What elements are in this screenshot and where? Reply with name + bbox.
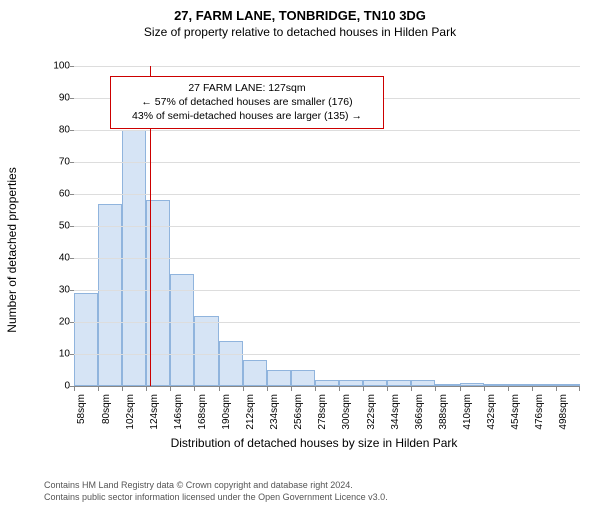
histogram-bar bbox=[387, 380, 411, 386]
x-tick-label: 278sqm bbox=[317, 394, 328, 430]
x-tick-label: 454sqm bbox=[510, 394, 521, 430]
annotation-line: 27 FARM LANE: 127sqm bbox=[117, 81, 377, 95]
histogram-bar bbox=[339, 380, 363, 386]
y-tick-mark bbox=[70, 162, 74, 163]
x-tick-label: 498sqm bbox=[558, 394, 569, 430]
x-tick-mark bbox=[291, 386, 292, 391]
y-tick-mark bbox=[70, 322, 74, 323]
y-tick-label: 90 bbox=[48, 93, 70, 104]
histogram-bar bbox=[532, 384, 556, 386]
x-tick-label: 80sqm bbox=[101, 394, 112, 424]
page-subtitle: Size of property relative to detached ho… bbox=[0, 25, 600, 39]
histogram-bar bbox=[435, 384, 459, 386]
histogram-bar bbox=[243, 360, 267, 386]
x-tick-label: 234sqm bbox=[269, 394, 280, 430]
x-tick-mark bbox=[460, 386, 461, 391]
x-tick-mark bbox=[219, 386, 220, 391]
y-tick-label: 80 bbox=[48, 125, 70, 136]
chart-container: Number of detached properties 0102030405… bbox=[44, 58, 584, 428]
x-tick-mark bbox=[98, 386, 99, 391]
x-tick-label: 212sqm bbox=[245, 394, 256, 430]
x-tick-label: 190sqm bbox=[221, 394, 232, 430]
footer-copyright-2: Contains public sector information licen… bbox=[44, 492, 388, 502]
histogram-bar bbox=[74, 293, 98, 386]
x-tick-label: 58sqm bbox=[76, 394, 87, 424]
x-tick-mark bbox=[267, 386, 268, 391]
x-tick-mark bbox=[363, 386, 364, 391]
x-tick-mark bbox=[579, 386, 580, 391]
page-title: 27, FARM LANE, TONBRIDGE, TN10 3DG bbox=[0, 8, 600, 23]
x-tick-label: 102sqm bbox=[125, 394, 136, 430]
x-tick-mark bbox=[170, 386, 171, 391]
x-tick-mark bbox=[387, 386, 388, 391]
histogram-bar bbox=[267, 370, 291, 386]
x-tick-mark bbox=[243, 386, 244, 391]
y-tick-label: 70 bbox=[48, 157, 70, 168]
x-tick-mark bbox=[315, 386, 316, 391]
histogram-bar bbox=[194, 316, 218, 386]
x-tick-label: 366sqm bbox=[414, 394, 425, 430]
x-tick-label: 344sqm bbox=[390, 394, 401, 430]
x-tick-label: 124sqm bbox=[149, 394, 160, 430]
histogram-bar bbox=[219, 341, 243, 386]
x-tick-mark bbox=[532, 386, 533, 391]
annotation-line: ← 57% of detached houses are smaller (17… bbox=[117, 95, 377, 109]
y-tick-mark bbox=[70, 66, 74, 67]
histogram-bar bbox=[460, 383, 484, 386]
y-tick-mark bbox=[70, 98, 74, 99]
y-tick-mark bbox=[70, 258, 74, 259]
x-tick-mark bbox=[556, 386, 557, 391]
y-tick-label: 50 bbox=[48, 221, 70, 232]
y-axis-label: Number of detached properties bbox=[5, 167, 19, 332]
x-tick-label: 432sqm bbox=[486, 394, 497, 430]
histogram-bar bbox=[556, 384, 580, 386]
y-tick-label: 20 bbox=[48, 317, 70, 328]
x-tick-mark bbox=[74, 386, 75, 391]
x-tick-label: 146sqm bbox=[173, 394, 184, 430]
x-tick-mark bbox=[411, 386, 412, 391]
histogram-bar bbox=[508, 384, 532, 386]
footer-copyright-1: Contains HM Land Registry data © Crown c… bbox=[44, 480, 353, 490]
x-tick-label: 410sqm bbox=[462, 394, 473, 430]
annotation-box: 27 FARM LANE: 127sqm← 57% of detached ho… bbox=[110, 76, 384, 129]
x-tick-label: 322sqm bbox=[366, 394, 377, 430]
histogram-bar bbox=[315, 380, 339, 386]
histogram-bar bbox=[484, 384, 508, 386]
y-tick-label: 0 bbox=[48, 381, 70, 392]
x-tick-mark bbox=[146, 386, 147, 391]
plot-area: 010203040506070809010058sqm80sqm102sqm12… bbox=[74, 66, 580, 387]
y-tick-label: 60 bbox=[48, 189, 70, 200]
y-tick-label: 30 bbox=[48, 285, 70, 296]
y-tick-mark bbox=[70, 226, 74, 227]
x-tick-mark bbox=[339, 386, 340, 391]
y-tick-mark bbox=[70, 194, 74, 195]
x-tick-label: 300sqm bbox=[341, 394, 352, 430]
x-tick-mark bbox=[194, 386, 195, 391]
annotation-line: 43% of semi-detached houses are larger (… bbox=[117, 109, 377, 123]
x-tick-label: 256sqm bbox=[293, 394, 304, 430]
y-tick-mark bbox=[70, 290, 74, 291]
x-tick-mark bbox=[484, 386, 485, 391]
histogram-bar bbox=[98, 204, 122, 386]
x-tick-mark bbox=[508, 386, 509, 391]
x-tick-label: 476sqm bbox=[534, 394, 545, 430]
x-tick-label: 388sqm bbox=[438, 394, 449, 430]
x-tick-mark bbox=[435, 386, 436, 391]
histogram-bar bbox=[363, 380, 387, 386]
y-tick-label: 10 bbox=[48, 349, 70, 360]
histogram-bar bbox=[411, 380, 435, 386]
x-tick-label: 168sqm bbox=[197, 394, 208, 430]
y-tick-label: 40 bbox=[48, 253, 70, 264]
x-tick-mark bbox=[122, 386, 123, 391]
y-tick-mark bbox=[70, 130, 74, 131]
histogram-bar bbox=[291, 370, 315, 386]
y-tick-label: 100 bbox=[48, 61, 70, 72]
y-tick-mark bbox=[70, 354, 74, 355]
